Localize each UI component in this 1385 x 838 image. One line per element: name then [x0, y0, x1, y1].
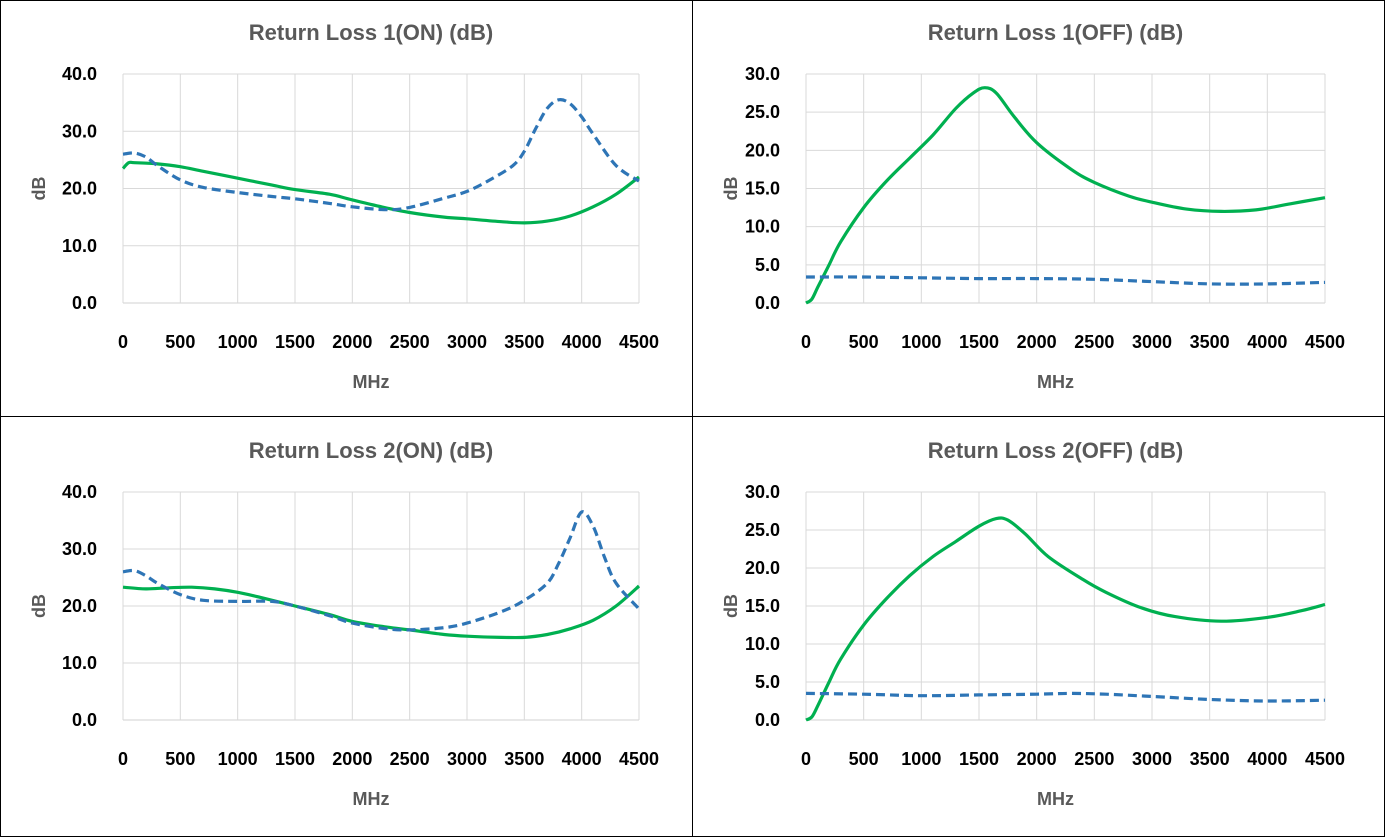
x-tick-label: 4000	[1247, 749, 1287, 769]
y-tick-label: 40.0	[62, 64, 97, 84]
y-tick-label: 20.0	[62, 596, 97, 616]
chart-cell-4: Return Loss 2(OFF) (dB) 0 500 1000 1500 2000 2…	[692, 416, 1385, 837]
x-tick-label: 3500	[1190, 749, 1230, 769]
chart-title: Return Loss 2(ON) (dB)	[249, 438, 493, 463]
x-tick-label: 1500	[959, 332, 999, 352]
y-tick-label: 5.0	[755, 255, 780, 275]
chart-title: Return Loss 2(OFF) (dB)	[928, 438, 1183, 463]
chart-return-loss-1-on: Return Loss 1(ON) (dB) 0 500 1000 1500 2000 25…	[29, 20, 659, 392]
y-tick-label: 0.0	[755, 710, 780, 730]
x-tick-label: 1000	[218, 749, 258, 769]
x-tick-label: 4000	[562, 332, 602, 352]
y-tick-label: 10.0	[745, 634, 780, 654]
series-line-dashed	[122, 98, 640, 212]
y-tick-label: 30.0	[745, 482, 780, 502]
y-axis-label: dB	[29, 177, 49, 201]
y-tick-label: 25.0	[745, 102, 780, 122]
y-tick-label: 5.0	[755, 672, 780, 692]
y-tick-label: 20.0	[745, 558, 780, 578]
x-tick-label: 1500	[959, 749, 999, 769]
x-tick-label: 3500	[1190, 332, 1230, 352]
y-tick-label: 25.0	[745, 520, 780, 540]
x-tick-label: 4500	[1305, 332, 1345, 352]
y-tick-label: 0.0	[755, 293, 780, 313]
x-axis-label: MHz	[353, 789, 390, 809]
x-tick-label: 2500	[1074, 749, 1114, 769]
x-tick-label: 1000	[901, 332, 941, 352]
x-tick-label: 3000	[1132, 332, 1172, 352]
x-tick-label: 2000	[332, 332, 372, 352]
y-tick-label: 10.0	[745, 217, 780, 237]
x-tick-label: 0	[801, 332, 811, 352]
chart-return-loss-1-off: Return Loss 1(OFF) (dB) 0 500 1000 1500 2000 2…	[721, 20, 1345, 392]
series-line-solid	[121, 160, 640, 225]
x-tick-label: 0	[801, 749, 811, 769]
x-tick-label: 4000	[562, 749, 602, 769]
series-line-solid	[805, 86, 1326, 305]
x-tick-label: 1500	[275, 332, 315, 352]
x-tick-label: 2500	[390, 749, 430, 769]
series-line-solid	[122, 584, 641, 640]
y-tick-label: 10.0	[62, 653, 97, 673]
chart-cell-3: Return Loss 2(ON) (dB) 0 500 1000 1500 2000 25…	[0, 416, 694, 837]
y-tick-label: 0.0	[72, 293, 97, 313]
series-line-dashed	[805, 691, 1326, 703]
x-tick-label: 2000	[1017, 332, 1057, 352]
x-axis-label: MHz	[1037, 789, 1074, 809]
y-tick-label: 20.0	[62, 179, 97, 199]
x-axis-label: MHz	[353, 372, 390, 392]
x-tick-label: 4000	[1247, 332, 1287, 352]
x-tick-label: 0	[118, 749, 128, 769]
y-axis-label: dB	[29, 594, 49, 618]
x-tick-label: 3500	[504, 749, 544, 769]
x-tick-label: 500	[165, 749, 195, 769]
x-tick-label: 2000	[1017, 749, 1057, 769]
x-tick-label: 4500	[619, 749, 659, 769]
x-tick-label: 500	[849, 332, 879, 352]
x-tick-label: 2000	[332, 749, 372, 769]
y-axis-label: dB	[721, 594, 741, 618]
chart-cell-1: Return Loss 1(ON) (dB) 0 500 1000 1500 2000 25…	[0, 0, 694, 418]
series-line-dashed	[805, 275, 1326, 286]
y-tick-label: 15.0	[745, 179, 780, 199]
x-axis-label: MHz	[1037, 372, 1074, 392]
x-tick-label: 4500	[1305, 749, 1345, 769]
x-tick-label: 3000	[1132, 749, 1172, 769]
y-tick-label: 15.0	[745, 596, 780, 616]
chart-return-loss-2-on: Return Loss 2(ON) (dB) 0 500 1000 1500 2000 25…	[29, 438, 659, 809]
y-tick-label: 30.0	[62, 539, 97, 559]
y-tick-label: 20.0	[745, 140, 780, 160]
y-tick-label: 10.0	[62, 236, 97, 256]
chart-return-loss-2-off: Return Loss 2(OFF) (dB) 0 500 1000 1500 2000 2…	[721, 438, 1345, 809]
series-line-dashed	[122, 510, 641, 632]
chart-cell-2: Return Loss 1(OFF) (dB) 0 500 1000 1500 2000 2…	[692, 0, 1385, 418]
y-axis-label: dB	[721, 177, 741, 201]
chart-title: Return Loss 1(OFF) (dB)	[928, 20, 1183, 45]
y-tick-label: 40.0	[62, 482, 97, 502]
x-tick-label: 500	[165, 332, 195, 352]
chart-title: Return Loss 1(ON) (dB)	[249, 20, 493, 45]
x-tick-label: 3000	[447, 749, 487, 769]
y-tick-label: 0.0	[72, 710, 97, 730]
x-tick-label: 3500	[504, 332, 544, 352]
x-tick-label: 3000	[447, 332, 487, 352]
x-tick-label: 1500	[275, 749, 315, 769]
x-tick-label: 1000	[218, 332, 258, 352]
x-tick-label: 1000	[901, 749, 941, 769]
x-tick-label: 500	[849, 749, 879, 769]
x-tick-label: 0	[118, 332, 128, 352]
x-tick-label: 4500	[619, 332, 659, 352]
x-tick-label: 2500	[390, 332, 430, 352]
y-tick-label: 30.0	[62, 121, 97, 141]
x-tick-label: 2500	[1074, 332, 1114, 352]
series-line-solid	[805, 516, 1326, 722]
y-tick-label: 30.0	[745, 64, 780, 84]
